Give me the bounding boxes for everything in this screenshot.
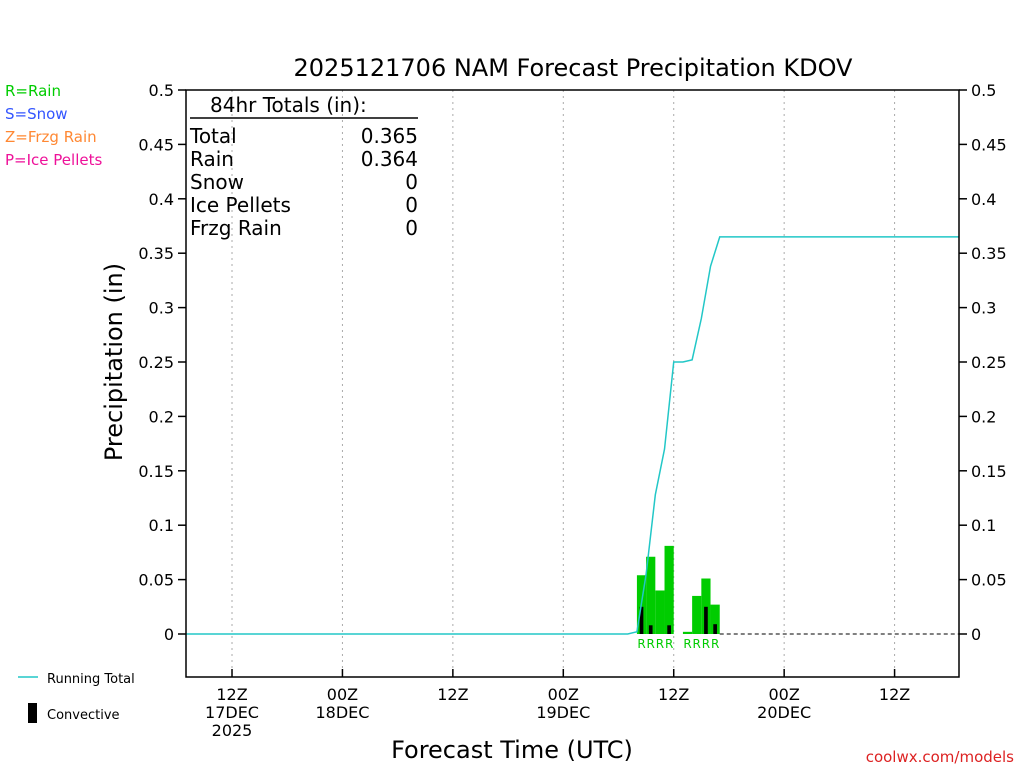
- series-legend: Running Total Convective: [18, 672, 135, 723]
- ptype-label: R: [702, 637, 710, 651]
- convective-bar: [667, 625, 671, 634]
- x-tick-label: 19DEC: [536, 703, 590, 722]
- totals-row-label: Snow: [190, 170, 244, 194]
- totals-row-value: 0: [405, 216, 418, 240]
- totals-row-label: Ice Pellets: [190, 193, 291, 217]
- y-tick-label: 0.3: [971, 299, 996, 318]
- y-axis-title: Precipitation (in): [100, 263, 128, 461]
- y-tick-label: 0.15: [971, 462, 1007, 481]
- y-tick-label: 0.05: [971, 571, 1007, 590]
- legend-ptype-item: P=Ice Pellets: [5, 151, 102, 169]
- y-tick-label: 0.15: [138, 462, 174, 481]
- x-tick-label: 00Z: [327, 685, 358, 704]
- convective-bars: [639, 606, 717, 634]
- convective-bar: [648, 625, 653, 634]
- legend-ptype-item: Z=Frzg Rain: [5, 128, 97, 146]
- x-tick-label: 18DEC: [315, 703, 369, 722]
- ptype-label: R: [656, 637, 664, 651]
- precip-bar: [710, 604, 720, 634]
- ptype-legend: R=Rain S=Snow Z=Frzg Rain P=Ice Pellets: [5, 82, 102, 169]
- totals-row-value: 0: [405, 170, 418, 194]
- totals-row-label: Rain: [190, 147, 234, 171]
- x-tick-label: 2025: [212, 721, 253, 740]
- ptype-label: R: [683, 637, 691, 651]
- x-tick-label: 17DEC: [205, 703, 259, 722]
- y-tick-label: 0.45: [138, 135, 174, 154]
- y-tick-label: 0.1: [971, 516, 996, 535]
- x-tick-label: 00Z: [768, 685, 799, 704]
- chart-title: 2025121706 NAM Forecast Precipitation KD…: [294, 54, 854, 82]
- precip-bar: [646, 556, 656, 634]
- y-tick-label: 0.35: [971, 244, 1007, 263]
- y-tick-label: 0.25: [971, 353, 1007, 372]
- x-axis-title: Forecast Time (UTC): [391, 736, 633, 764]
- ptype-label: R: [647, 637, 655, 651]
- totals-row-value: 0.365: [361, 124, 418, 148]
- y-tick-label: 0.35: [138, 244, 174, 263]
- x-tick-label: 12Z: [879, 685, 910, 704]
- y-axis-right: 0 0.05 0.1 0.15 0.2 0.25 0.3 0.35 0.4 0.45 0.5: [959, 81, 1007, 644]
- totals-row-value: 0.364: [361, 147, 418, 171]
- legend-ptype-item: R=Rain: [5, 82, 61, 100]
- y-tick-label: 0: [164, 625, 174, 644]
- precip-bar: [701, 578, 711, 634]
- convective-bar: [713, 624, 717, 634]
- ptype-label: R: [665, 637, 673, 651]
- y-tick-label: 0.5: [971, 81, 996, 100]
- y-tick-label: 0.3: [149, 299, 174, 318]
- vertical-gridlines: [231, 90, 896, 677]
- legend-convective-swatch: [28, 703, 37, 723]
- y-tick-label: 0.2: [971, 407, 996, 426]
- plot-frame: [185, 89, 960, 678]
- y-tick-label: 0.1: [149, 516, 174, 535]
- convective-bar: [704, 606, 708, 634]
- x-tick-label: 00Z: [548, 685, 579, 704]
- totals-row-label: Total: [189, 124, 237, 148]
- running-total-line: [186, 236, 959, 635]
- watermark-text: coolwx.com/models: [866, 748, 1014, 766]
- x-tick-label: 12Z: [216, 685, 247, 704]
- y-tick-label: 0.5: [149, 81, 174, 100]
- legend-ptype-item: S=Snow: [5, 105, 68, 123]
- y-tick-label: 0: [971, 625, 981, 644]
- x-tick-label: 12Z: [437, 685, 468, 704]
- totals-header: 84hr Totals (in):: [210, 93, 367, 117]
- y-tick-label: 0.25: [138, 353, 174, 372]
- precip-bar: [692, 595, 702, 634]
- legend-convective-label: Convective: [47, 708, 120, 723]
- precip-bar: [664, 545, 674, 634]
- ptype-label: R: [637, 637, 645, 651]
- y-axis-left: 0 0.05 0.1 0.15 0.2 0.25 0.3 0.35 0.4 0.45 0.5: [138, 81, 186, 644]
- x-tick-label: 20DEC: [757, 703, 811, 722]
- legend-running-label: Running Total: [47, 672, 135, 687]
- convective-bar: [639, 606, 644, 634]
- totals-box: 84hr Totals (in): Total 0.365 Rain 0.364 Snow…: [189, 93, 418, 240]
- totals-row-value: 0: [405, 193, 418, 217]
- precip-bar: [655, 590, 665, 634]
- ptype-label: R: [711, 637, 719, 651]
- y-tick-label: 0.2: [149, 407, 174, 426]
- x-tick-label: 12Z: [658, 685, 689, 704]
- y-tick-label: 0.4: [149, 190, 174, 209]
- precip-bar: [682, 631, 693, 634]
- ptype-label: R: [693, 637, 701, 651]
- y-tick-label: 0.4: [971, 190, 996, 209]
- y-tick-label: 0.05: [138, 571, 174, 590]
- y-tick-label: 0.45: [971, 135, 1007, 154]
- totals-row-label: Frzg Rain: [190, 216, 282, 240]
